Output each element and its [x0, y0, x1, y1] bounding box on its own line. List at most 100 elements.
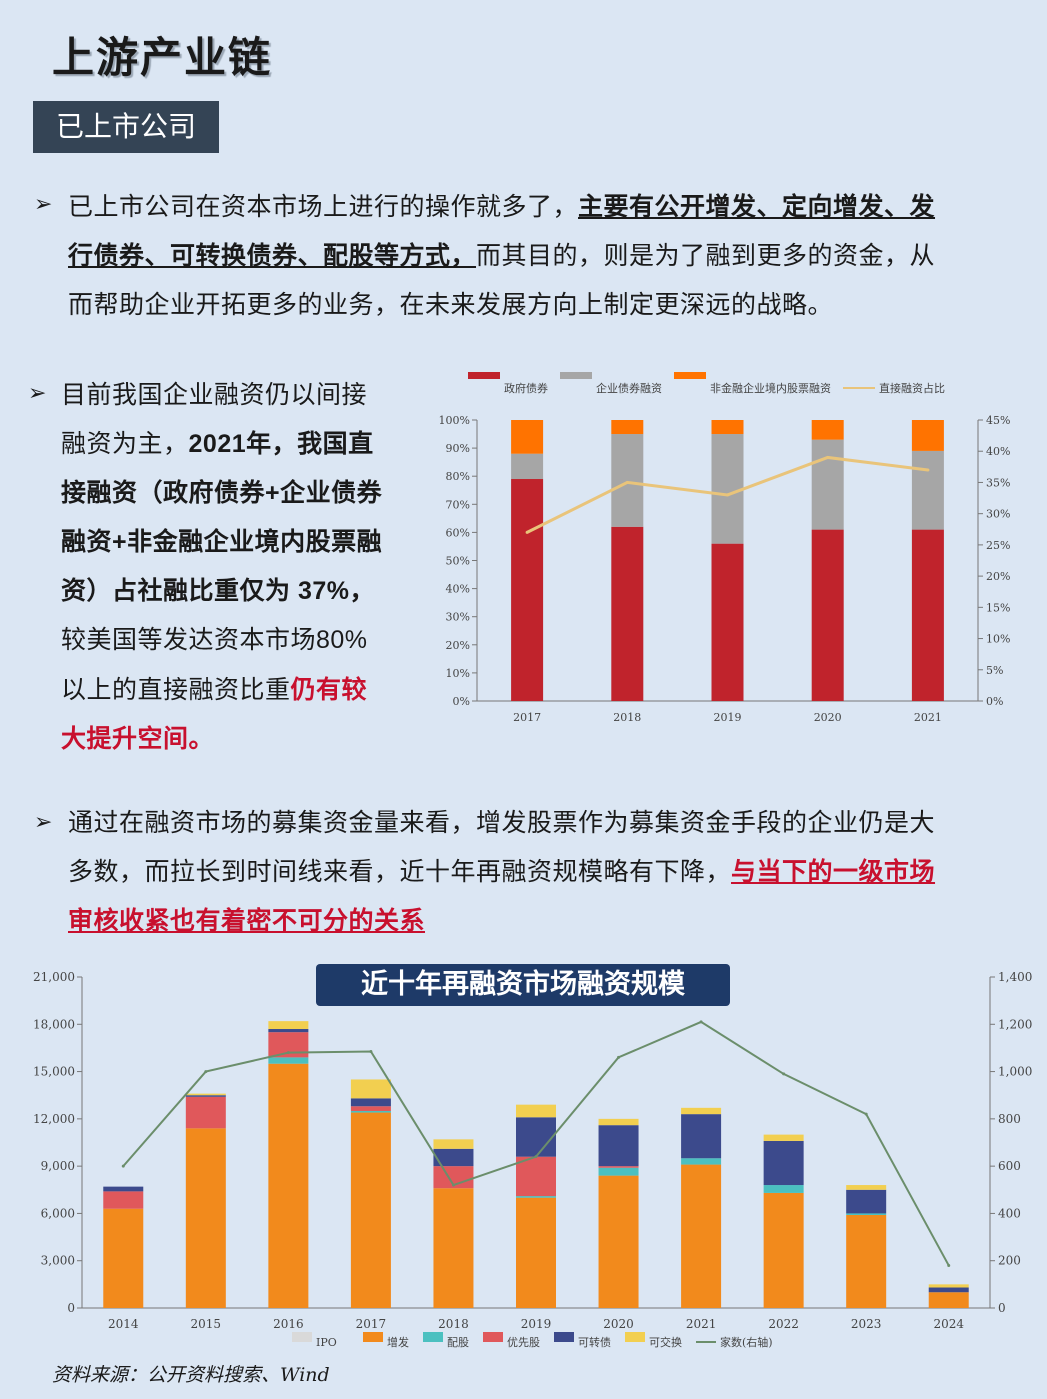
y-tick-label: 21,000: [33, 970, 75, 984]
y2-tick-label: 1,000: [998, 1065, 1032, 1079]
y-tick-label: 9,000: [41, 1159, 75, 1173]
x-tick-label: 2014: [108, 1317, 139, 1331]
refinancing-scale-chart: 0 3,000 6,000 9,000 12,000 15,000 18,000 21,000…: [33, 970, 1032, 1349]
y-tick-label: 20%: [446, 639, 470, 652]
x-tick-label: 2020: [603, 1317, 634, 1331]
bar-segment: [811, 529, 844, 701]
y2-tick-label: 200: [998, 1254, 1021, 1268]
line-point: [369, 1049, 373, 1053]
y-tick-label: 12,000: [33, 1112, 75, 1126]
line-point: [947, 1263, 951, 1267]
y2-tick-label: 800: [998, 1112, 1021, 1126]
paragraph-1-line-3: 而帮助企业开拓更多的业务，在未来发展方向上制定更深远的战略。: [68, 290, 834, 319]
bar-segment: [268, 1021, 309, 1030]
emphasis-underline: 主要有公开增发、定向增发、发: [578, 192, 936, 221]
paragraph-3-line: 审核收紧也有着密不可分的关系: [68, 906, 426, 935]
line-point: [625, 480, 629, 484]
emphasis-bold: 2021年，我国直: [188, 430, 374, 458]
emphasis-red-underline: 与当下的一级市场: [731, 857, 936, 886]
y-tick-label: 80%: [446, 470, 470, 483]
bar-segment: [103, 1191, 144, 1209]
bar-segment: [598, 1125, 639, 1167]
section-tag: 已上市公司: [33, 101, 219, 153]
line-point: [204, 1070, 208, 1074]
bar-segment: [350, 1079, 391, 1099]
paragraph-2-line: 大提升空间。: [61, 724, 215, 753]
bar-segment: [928, 1287, 969, 1293]
x-tick-label: 2020: [814, 711, 842, 724]
y-tick-label: 30%: [446, 611, 470, 624]
y-tick-label: 6,000: [41, 1206, 75, 1220]
legend-label: 可交换: [649, 1335, 682, 1349]
y2-tick-label: 35%: [986, 476, 1010, 489]
y2-tick-label: 0: [998, 1301, 1006, 1315]
paragraph-2: 目前我国企业融资仍以间接 融资为主，2021年，我国直 接融资（政府债券+企业债…: [61, 370, 421, 763]
x-tick-label: 2015: [191, 1317, 222, 1331]
legend-swatch: [292, 1332, 312, 1342]
legend-label: IPO: [316, 1336, 337, 1349]
legend-label: 配股: [447, 1336, 469, 1349]
y-tick-label: 18,000: [33, 1017, 75, 1031]
bar-segment: [350, 1110, 391, 1113]
bar-segment: [350, 1098, 391, 1107]
legend-label: 非金融企业境内股票融资: [710, 381, 831, 395]
y-tick-label: 70%: [446, 498, 470, 511]
line-point: [286, 1051, 290, 1055]
bar-segment: [681, 1158, 722, 1165]
paragraph-2-line: 以上的直接融资比重仍有较: [61, 665, 421, 714]
y-tick-label: 3,000: [41, 1254, 75, 1268]
legend-label: 企业债券融资: [596, 381, 662, 395]
bullet-icon: ➢: [34, 810, 53, 835]
y-tick-label: 60%: [446, 526, 470, 539]
bar-segment: [911, 450, 944, 530]
text: 以上的直接融资比重: [61, 675, 291, 704]
y2-tick-label: 10%: [986, 633, 1010, 646]
legend-label: 直接融资占比: [879, 381, 945, 395]
bar-segment: [846, 1189, 887, 1214]
line-point: [617, 1055, 621, 1059]
x-tick-label: 2022: [768, 1317, 799, 1331]
bar-segment: [185, 1128, 226, 1308]
bar-segment: [516, 1197, 556, 1308]
y-tick-label: 50%: [446, 555, 470, 568]
legend-swatch: [468, 372, 500, 379]
source-note: 资料来源：公开资料搜索、Wind: [52, 1364, 330, 1386]
bar-segment: [846, 1185, 887, 1190]
legend-swatch: [554, 1332, 574, 1342]
legend-label: 家数(右轴): [720, 1335, 773, 1349]
legend-swatch: [423, 1332, 443, 1342]
x-tick-label: 2016: [273, 1317, 304, 1331]
y-tick-label: 15,000: [33, 1065, 75, 1079]
paragraph-2-line: 目前我国企业融资仍以间接: [61, 380, 368, 409]
legend-swatch: [560, 372, 592, 379]
bar-segment: [711, 420, 744, 435]
bar-segment: [511, 479, 544, 701]
bar-segment: [598, 1166, 639, 1168]
x-tick-label: 2021: [914, 711, 942, 724]
bar-segment: [511, 453, 544, 480]
bar-segment: [268, 1029, 309, 1033]
bar-segment: [911, 420, 944, 451]
y2-tick-label: 20%: [986, 570, 1010, 583]
line-point: [782, 1072, 786, 1076]
bar-segment: [846, 1213, 887, 1216]
paragraph-2-line: 融资+非金融企业境内股票融: [61, 528, 383, 556]
text: 而其目的，则是为了融到更多的资金，从: [476, 241, 936, 270]
bullet-icon: ➢: [28, 381, 47, 406]
bar-segment: [433, 1188, 474, 1308]
y-tick-label: 40%: [446, 583, 470, 596]
legend-swatch: [674, 372, 706, 379]
line-point: [121, 1164, 125, 1168]
bar-segment: [846, 1215, 887, 1308]
bar-segment: [268, 1063, 309, 1308]
chart-title: 近十年再融资市场融资规模: [316, 964, 730, 1006]
bar-segment: [763, 1140, 804, 1186]
bar-segment: [711, 434, 744, 544]
bar-segment: [511, 420, 544, 454]
y-tick-label: 90%: [446, 442, 470, 455]
bar-segment: [763, 1134, 804, 1141]
y2-tick-label: 0%: [986, 695, 1003, 708]
bar-segment: [681, 1114, 722, 1159]
line-point: [926, 468, 930, 472]
bar-segment: [763, 1185, 804, 1193]
